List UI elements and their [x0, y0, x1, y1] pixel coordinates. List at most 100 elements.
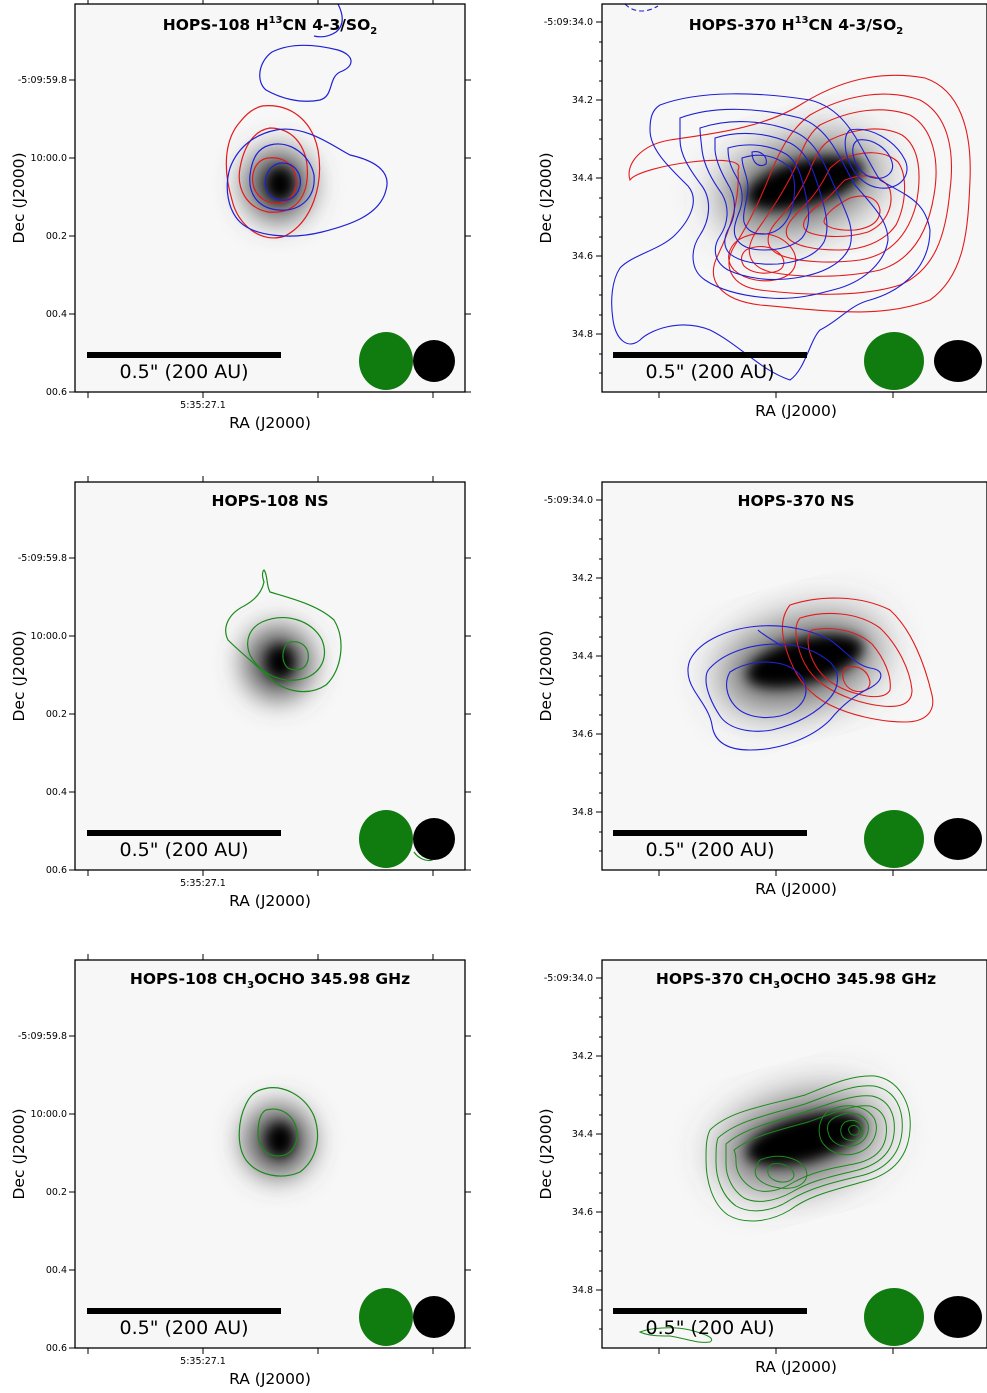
- y-axis-label: Dec (J2000): [10, 630, 28, 721]
- x-axis-label: RA (J2000): [755, 402, 837, 420]
- beam-line: [359, 810, 413, 868]
- plot-frame: [74, 959, 466, 1349]
- panel-title: HOPS-108 NS: [212, 492, 329, 510]
- emission-contours: [225, 569, 434, 862]
- blueshifted-contours: [687, 625, 882, 751]
- panel-hops108-h13cn: HOPS-108 H13CN 4-3/SO2 0.5" (200 AU) -5:…: [10, 0, 471, 432]
- y-tick-label: 10:00.0: [31, 1109, 67, 1120]
- x-tick-label: 5:35:27.1: [180, 400, 226, 411]
- beam-line: [359, 1288, 413, 1346]
- beam-continuum: [934, 1296, 982, 1338]
- y-tick-label: 10:00.0: [31, 631, 67, 642]
- y-axis-label: Dec (J2000): [10, 152, 28, 243]
- y-axis-label: Dec (J2000): [10, 1108, 28, 1199]
- scale-bar: [613, 352, 807, 358]
- scale-bar: [613, 1308, 807, 1314]
- redshifted-contours: [225, 105, 321, 239]
- continuum-core: [266, 1123, 294, 1157]
- y-axis-ticks: [596, 499, 894, 876]
- scale-bar-label: 0.5" (200 AU): [119, 361, 248, 383]
- scale-bar: [87, 352, 281, 358]
- continuum-core: [266, 645, 294, 679]
- scale-bar-label: 0.5" (200 AU): [645, 839, 774, 861]
- y-tick-label: 00.4: [46, 787, 67, 798]
- panel-hops108-ns: HOPS-108 NS 0.5" (200 AU) -5:09:59.8 10:…: [10, 476, 471, 910]
- continuum-core: [746, 1112, 864, 1166]
- y-tick-label: -5:09:59.8: [18, 1031, 67, 1042]
- beam-line: [864, 332, 924, 390]
- x-tick-label: 5:35:27.1: [180, 1356, 226, 1367]
- y-tick-label: 34.6: [572, 1207, 593, 1218]
- panel-hops370-ns: HOPS-370 NS 0.5" (200 AU) -5:09:34.0 34.…: [537, 481, 987, 898]
- x-axis-label: RA (J2000): [755, 1358, 837, 1376]
- y-tick-label: 34.8: [572, 329, 593, 340]
- scale-bar: [613, 830, 807, 836]
- y-tick-label: 00.4: [46, 309, 67, 320]
- y-tick-label: -5:09:34.0: [544, 495, 593, 506]
- x-axis-label: RA (J2000): [229, 1370, 311, 1388]
- plot-frame: [74, 481, 466, 871]
- y-tick-label: 34.8: [572, 807, 593, 818]
- beam-continuum: [413, 818, 455, 860]
- beam-continuum: [934, 340, 982, 382]
- beam-continuum: [934, 818, 982, 860]
- y-axis-ticks: [69, 476, 471, 876]
- x-tick-label: 5:35:27.1: [180, 878, 226, 889]
- y-tick-label: 34.4: [572, 651, 593, 662]
- panel-hops108-ch3ocho: HOPS-108 CH3OCHO 345.98 GHz 0.5" (200 AU…: [10, 954, 471, 1388]
- y-tick-label: 00.6: [46, 1343, 67, 1354]
- continuum-core: [746, 634, 864, 688]
- y-tick-label: 00.4: [46, 1265, 67, 1276]
- scale-bar-label: 0.5" (200 AU): [645, 1317, 774, 1339]
- beam-continuum: [413, 1296, 455, 1338]
- x-axis-label: RA (J2000): [229, 892, 311, 910]
- y-tick-label: 34.2: [572, 95, 593, 106]
- y-tick-label: 00.2: [46, 1187, 67, 1198]
- y-tick-label: 34.6: [572, 251, 593, 262]
- y-tick-label: -5:09:34.0: [544, 973, 593, 984]
- continuum-core: [266, 167, 294, 201]
- y-axis-ticks: [596, 977, 894, 1354]
- blueshifted-contours: [226, 4, 388, 237]
- panel-title: HOPS-370 NS: [738, 492, 855, 510]
- scale-bar: [87, 830, 281, 836]
- y-tick-label: -5:09:34.0: [544, 17, 593, 28]
- scale-bar-label: 0.5" (200 AU): [645, 361, 774, 383]
- y-tick-label: 34.2: [572, 573, 593, 584]
- y-axis-label: Dec (J2000): [537, 152, 555, 243]
- redshifted-contours: [628, 74, 971, 313]
- y-axis-label: Dec (J2000): [537, 630, 555, 721]
- scale-bar-label: 0.5" (200 AU): [119, 1317, 248, 1339]
- y-tick-label: 10:00.0: [31, 153, 67, 164]
- plot-frame: [74, 3, 466, 393]
- scale-bar-label: 0.5" (200 AU): [119, 839, 248, 861]
- panel-hops370-ch3ocho: HOPS-370 CH3OCHO 345.98 GHz 0.5" (200 AU…: [537, 959, 987, 1376]
- panel-title: HOPS-370 H13CN 4-3/SO2: [689, 15, 904, 37]
- x-axis-label: RA (J2000): [229, 414, 311, 432]
- y-axis-label: Dec (J2000): [537, 1108, 555, 1199]
- panel-title: HOPS-108 H13CN 4-3/SO2: [163, 15, 378, 37]
- y-axis-ticks: [596, 21, 894, 398]
- y-tick-label: 00.6: [46, 387, 67, 398]
- blueshifted-contours: [611, 4, 931, 381]
- y-tick-label: 34.2: [572, 1051, 593, 1062]
- y-axis-ticks: [69, 954, 471, 1354]
- y-tick-label: 34.4: [572, 1129, 593, 1140]
- y-tick-label: 34.8: [572, 1285, 593, 1296]
- panel-title: HOPS-370 CH3OCHO 345.98 GHz: [656, 970, 936, 991]
- scale-bar: [87, 1308, 281, 1314]
- continuum-core: [746, 156, 864, 210]
- y-axis-ticks: [69, 0, 471, 398]
- beam-continuum: [413, 340, 455, 382]
- y-tick-label: 00.2: [46, 709, 67, 720]
- y-tick-label: 34.4: [572, 173, 593, 184]
- emission-contours: [238, 1087, 319, 1177]
- beam-line: [359, 332, 413, 390]
- panel-hops370-h13cn: HOPS-370 H13CN 4-3/SO2 0.5" (200 AU) -5:…: [537, 3, 987, 420]
- y-tick-label: 00.6: [46, 865, 67, 876]
- y-tick-label: 00.2: [46, 231, 67, 242]
- x-axis-label: RA (J2000): [755, 880, 837, 898]
- panel-title: HOPS-108 CH3OCHO 345.98 GHz: [130, 970, 410, 991]
- beam-line: [864, 810, 924, 868]
